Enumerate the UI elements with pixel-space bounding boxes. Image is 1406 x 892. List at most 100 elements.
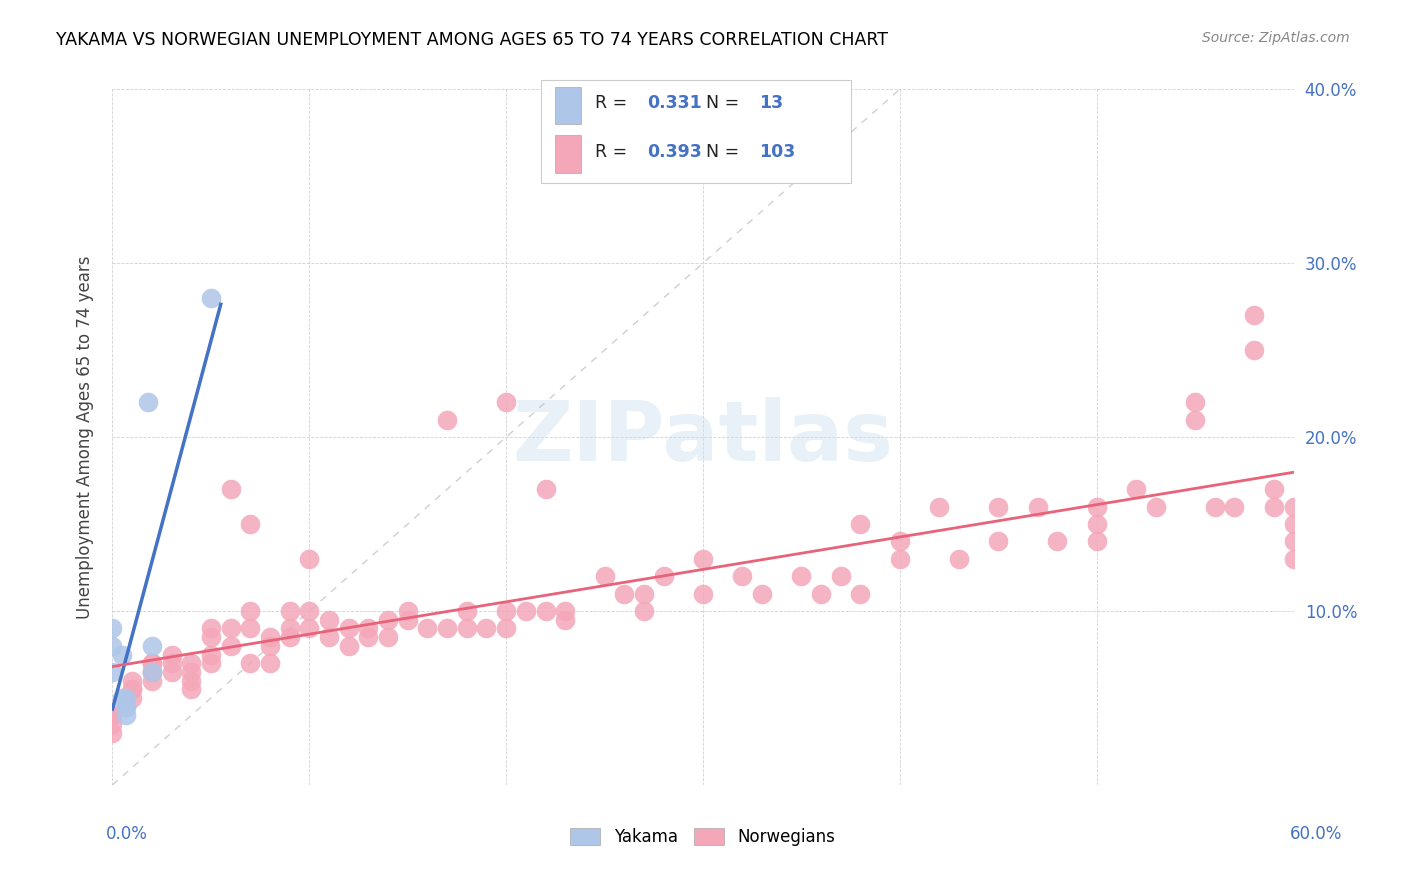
Point xyxy=(889,551,911,566)
Point xyxy=(160,648,183,662)
Text: 0.0%: 0.0% xyxy=(105,825,148,843)
Point xyxy=(298,621,321,635)
Point xyxy=(1204,500,1226,514)
Point xyxy=(318,613,340,627)
Point xyxy=(633,587,655,601)
Point xyxy=(456,621,478,635)
Text: Source: ZipAtlas.com: Source: ZipAtlas.com xyxy=(1202,31,1350,45)
Point xyxy=(692,587,714,601)
Point xyxy=(239,516,262,531)
Point xyxy=(652,569,675,583)
Point xyxy=(318,630,340,644)
Point xyxy=(1243,308,1265,322)
Point xyxy=(141,665,163,679)
Point xyxy=(180,657,202,671)
Point xyxy=(278,604,301,618)
Point xyxy=(200,621,222,635)
Point xyxy=(1026,500,1049,514)
Point xyxy=(1184,395,1206,409)
Point xyxy=(298,551,321,566)
Point xyxy=(396,613,419,627)
Point xyxy=(219,482,242,496)
Legend: Yakama, Norwegians: Yakama, Norwegians xyxy=(571,828,835,847)
Text: N =: N = xyxy=(706,143,745,161)
Point xyxy=(1085,534,1108,549)
Text: YAKAMA VS NORWEGIAN UNEMPLOYMENT AMONG AGES 65 TO 74 YEARS CORRELATION CHART: YAKAMA VS NORWEGIAN UNEMPLOYMENT AMONG A… xyxy=(56,31,889,49)
Point xyxy=(200,648,222,662)
Point xyxy=(101,621,124,635)
Point xyxy=(495,604,517,618)
Point xyxy=(121,690,143,705)
Point xyxy=(1125,482,1147,496)
Point xyxy=(337,639,360,653)
Point xyxy=(1144,500,1167,514)
Point xyxy=(141,673,163,688)
Point xyxy=(111,648,134,662)
Point xyxy=(121,673,143,688)
Point xyxy=(1282,500,1305,514)
Point xyxy=(593,569,616,583)
Point xyxy=(219,621,242,635)
Point xyxy=(810,587,832,601)
Point xyxy=(1282,551,1305,566)
Point xyxy=(115,690,138,705)
Point xyxy=(515,604,537,618)
Text: ZIPatlas: ZIPatlas xyxy=(513,397,893,477)
Point xyxy=(436,412,458,426)
Point xyxy=(101,726,124,740)
Point xyxy=(115,699,138,714)
Point xyxy=(1046,534,1069,549)
Point xyxy=(436,621,458,635)
Point xyxy=(790,569,813,583)
Text: 13: 13 xyxy=(759,94,783,112)
Point xyxy=(1085,500,1108,514)
Point xyxy=(357,621,380,635)
Point xyxy=(115,699,138,714)
Text: 103: 103 xyxy=(759,143,796,161)
Point xyxy=(141,665,163,679)
Point xyxy=(239,621,262,635)
Point xyxy=(357,630,380,644)
Point xyxy=(141,665,163,679)
Point xyxy=(101,708,124,723)
Point xyxy=(219,639,242,653)
Point xyxy=(136,395,159,409)
Point xyxy=(928,500,950,514)
Point xyxy=(554,613,576,627)
Point xyxy=(1243,343,1265,357)
Point xyxy=(633,604,655,618)
Point xyxy=(239,657,262,671)
Point xyxy=(613,587,636,601)
Point xyxy=(731,569,754,583)
Point xyxy=(115,708,138,723)
Text: R =: R = xyxy=(595,143,633,161)
Point xyxy=(534,482,557,496)
Text: 0.393: 0.393 xyxy=(647,143,702,161)
Point xyxy=(1223,500,1246,514)
Point xyxy=(475,621,498,635)
Point xyxy=(456,604,478,618)
Point xyxy=(121,682,143,697)
Point xyxy=(554,604,576,618)
Point xyxy=(889,534,911,549)
Point xyxy=(1263,500,1285,514)
Point xyxy=(849,587,872,601)
Point xyxy=(200,657,222,671)
Point xyxy=(101,665,124,679)
Point xyxy=(1263,482,1285,496)
Point xyxy=(160,665,183,679)
Point xyxy=(830,569,852,583)
Point xyxy=(495,395,517,409)
Point xyxy=(200,630,222,644)
Point xyxy=(1085,516,1108,531)
Point xyxy=(337,621,360,635)
Point xyxy=(141,657,163,671)
Y-axis label: Unemployment Among Ages 65 to 74 years: Unemployment Among Ages 65 to 74 years xyxy=(76,255,94,619)
Point xyxy=(849,516,872,531)
Point xyxy=(987,500,1010,514)
Text: 60.0%: 60.0% xyxy=(1291,825,1343,843)
Point xyxy=(111,690,134,705)
Point xyxy=(278,621,301,635)
Point xyxy=(298,604,321,618)
Point xyxy=(377,630,399,644)
